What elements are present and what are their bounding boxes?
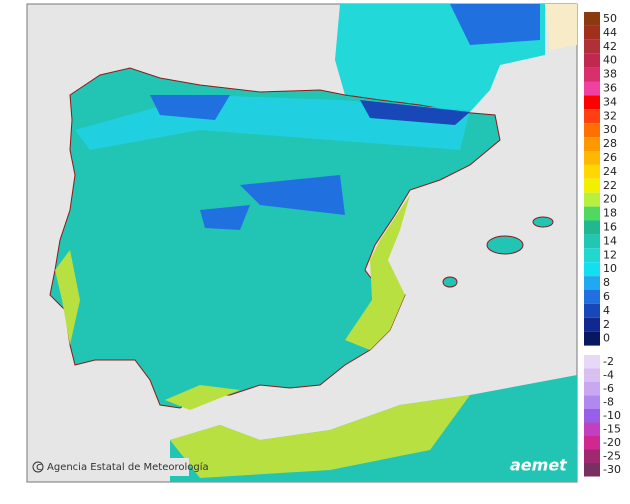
legend-label: 24 [603,165,617,178]
legend-swatch [584,234,600,249]
legend-label: -10 [603,409,621,422]
legend-swatch [584,276,600,290]
legend-label: 10 [603,262,617,275]
legend-label: 14 [603,234,617,247]
ibiza [442,276,458,288]
menorca [532,216,554,228]
legend-label: 0 [603,332,610,345]
legend-swatch [584,206,600,221]
mountains-2 [200,205,250,230]
legend-label: 34 [603,95,617,108]
legend-swatch [584,39,600,54]
legend-swatch [584,409,600,423]
legend-swatch [584,151,600,165]
legend-label: 2 [603,318,610,331]
logo: aemet [510,456,568,475]
legend-swatch [584,164,600,179]
legend-swatch [584,220,600,235]
legend-swatch [584,463,600,477]
legend-label: 28 [603,137,617,150]
legend-label: -4 [603,368,614,381]
legend-label: -30 [603,463,621,476]
legend-label: 42 [603,40,617,53]
alps [450,4,540,45]
legend-swatch [584,178,600,193]
legend-label: 12 [603,248,617,261]
credit: Agencia Estatal de Meteorología [47,461,209,473]
legend-label: 22 [603,179,617,192]
legend-label: 18 [603,207,617,220]
legend-swatch [584,95,600,110]
credit-bg [29,458,189,476]
legend-swatch [584,192,600,207]
legend-swatch [584,81,600,96]
legend-swatch [584,109,600,124]
legend-swatch [584,53,600,68]
legend-label: 44 [603,26,617,39]
legend-label: 32 [603,109,617,122]
legend-swatch [584,248,600,263]
legend-label: -15 [603,422,621,435]
copyright-icon [32,461,44,473]
pyrenees [360,100,470,125]
legend-swatch [584,25,600,40]
legend-swatch [584,303,600,318]
legend: 5044424038363432302826242220181614121086… [584,12,621,477]
legend-swatch [584,262,600,277]
legend-swatch [584,395,600,409]
legend-label: -8 [603,395,614,408]
legend-swatch [584,331,600,346]
mountains-1 [150,95,230,120]
legend-label: 8 [603,276,610,289]
west-coast [55,250,80,345]
legend-swatch [584,355,600,369]
legend-swatch [584,137,600,151]
legend-swatch [584,67,600,82]
legend-label: 26 [603,151,617,164]
east-coast [345,195,410,350]
copyright-c: c [36,460,42,473]
legend-label: 6 [603,290,610,303]
legend-swatch [584,123,600,138]
legend-swatch [584,12,600,26]
legend-label: -20 [603,436,621,449]
legend-label: 38 [603,68,617,81]
legend-label: 50 [603,12,617,25]
legend-label: 36 [603,81,617,94]
legend-label: 40 [603,54,617,67]
south-coast [165,385,240,410]
legend-label: 30 [603,123,617,136]
legend-label: 20 [603,193,617,206]
legend-swatch [584,422,600,436]
legend-label: -6 [603,382,614,395]
africa-coast [170,395,470,478]
legend-label: 16 [603,220,617,233]
legend-swatch [584,382,600,396]
legend-label: -25 [603,449,621,462]
legend-swatch [584,436,600,450]
legend-swatch [584,368,600,382]
legend-label: 4 [603,304,610,317]
land-ne [545,4,577,50]
legend-label: -2 [603,355,614,368]
legend-swatch [584,317,600,332]
legend-swatch [584,290,600,304]
central-system [240,175,345,215]
legend-swatch [584,449,600,463]
mallorca [486,235,524,255]
